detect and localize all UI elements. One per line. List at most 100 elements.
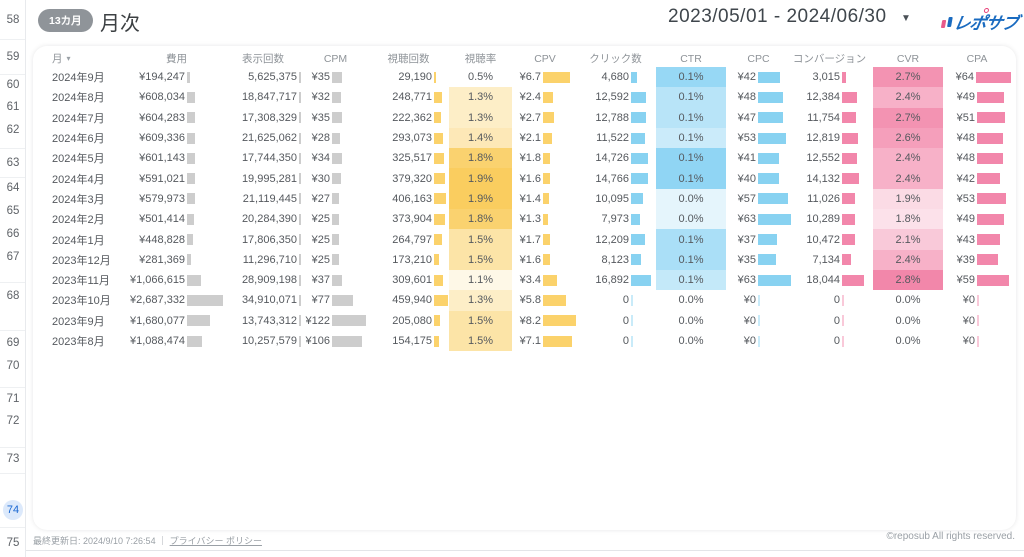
mini-bar-track [541,189,576,209]
cell-value: ¥64 [955,71,974,84]
cell-cost: ¥448,828 [130,229,223,249]
slide-number[interactable]: 72 [6,415,20,427]
cell-value: 34,910,071 [241,294,297,307]
slide-number-active[interactable]: 74 [3,500,23,520]
mini-bar [543,213,549,225]
cell-vr: 1.3% [449,87,512,108]
column-header-cpa[interactable]: CPA [966,52,988,65]
mini-bar-track [330,148,366,168]
privacy-policy-link[interactable]: プライバシー ポリシー [169,536,262,546]
mini-bar-track [185,87,223,107]
mini-bar-track [541,87,576,107]
date-range-picker[interactable]: 2023/05/01 - 2024/06/30 [668,6,887,27]
column-header-ctr[interactable]: CTR [680,52,702,65]
cell-value: ¥5.8 [519,294,541,307]
mini-bar-track [756,331,791,351]
cell-value: 17,308,329 [241,111,297,124]
mini-bar-track [432,67,448,87]
cell-value: ¥1,088,474 [130,335,186,347]
cell-month: 2024年5月 [52,153,105,166]
column-header-cpm[interactable]: CPM [323,52,348,65]
slide-number[interactable]: 65 [6,205,20,217]
cell-value: ¥0 [743,335,756,347]
cell-value: ¥48 [956,152,976,165]
cell-value: ¥35 [311,71,330,84]
cell-vr: 0.5% [467,71,494,84]
cell-value: 248,771 [392,91,432,104]
column-header-month[interactable]: 月 ▾ [52,53,71,65]
cell-ctr: 0.1% [656,67,726,88]
mini-bar-track [756,128,791,148]
mini-bar-track [840,128,864,148]
cell-value: ¥43 [956,233,976,246]
slide-number[interactable]: 69 [6,337,20,349]
cell-conv: 11,754 [791,108,868,128]
slide-number[interactable]: 58 [6,14,20,26]
mini-bar-track [432,87,448,107]
mini-bar [543,152,551,164]
cell-value: ¥35 [311,111,330,124]
cell-views: 406,163 [368,189,449,209]
column-header-conv[interactable]: コンバージョン [792,53,867,65]
cell-value: ¥0 [962,314,976,327]
column-header-cpc[interactable]: CPC [747,52,770,65]
cell-value: 18,044 [806,274,840,287]
mini-bar-track [432,128,448,148]
slide-number[interactable]: 62 [6,124,20,136]
mini-bar-track [840,311,864,331]
column-header-vr[interactable]: 視聴率 [464,53,497,65]
slide-number[interactable]: 59 [6,51,20,63]
cell-cpa: ¥0 [943,290,1011,310]
slide-number[interactable]: 68 [6,290,20,302]
slide-number[interactable]: 70 [6,360,20,372]
slide-number[interactable]: 71 [6,393,20,405]
footer-divider [26,550,1024,551]
cell-cpc: ¥0 [726,290,791,310]
column-header-cost[interactable]: 費用 [166,53,187,65]
cell-value: 12,819 [806,132,840,145]
column-header-clicks[interactable]: クリック数 [589,53,642,65]
cell-views: 248,771 [368,87,449,107]
mini-bar-track [629,87,651,107]
slide-number[interactable]: 61 [6,101,20,113]
slide-number[interactable]: 67 [6,251,20,263]
mini-bar [976,71,1011,83]
slide-number[interactable]: 75 [6,537,20,549]
cell-cpm: ¥77 [303,290,368,310]
cell-value: ¥2.4 [519,91,541,104]
mini-bar-track [629,67,651,87]
rail-divider [0,447,25,448]
mini-bar [332,112,342,124]
slide-number[interactable]: 64 [6,182,20,194]
sort-caret-icon[interactable]: ▾ [66,54,71,63]
cell-clicks: 10,095 [578,189,653,209]
cell-cpc: ¥35 [726,250,791,270]
cell-ctr: 0.0% [656,209,726,230]
footer-separator: ｜ [158,536,168,546]
mini-bar [977,213,1004,225]
slide-number[interactable]: 60 [6,79,20,91]
cell-value: ¥6.7 [519,71,541,84]
cell-value: ¥0 [962,335,976,347]
mini-bar-track [975,311,1011,331]
cell-imp: 11,296,710 [223,250,303,270]
cell-cost: ¥501,414 [130,209,223,229]
mini-bar-track [185,311,223,331]
column-header-cpv[interactable]: CPV [534,52,556,65]
mini-bar [977,294,979,306]
cell-cpv: ¥1.4 [512,189,578,209]
mini-bar [977,335,979,347]
mini-bar [299,173,301,185]
column-header-views[interactable]: 視聴回数 [387,53,430,65]
caret-down-icon[interactable]: ▼ [901,13,911,24]
table-row: 2024年2月 ¥501,414 20,284,390 ¥25 373,904 1.8% ¥… [33,209,1016,230]
column-header-cvr[interactable]: CVR [896,52,920,65]
slide-number[interactable]: 66 [6,228,20,240]
slide-number[interactable]: 73 [6,453,20,465]
column-header-imp[interactable]: 表示回数 [242,53,284,65]
slide-number[interactable]: 63 [6,157,20,169]
cell-value: 19,995,281 [241,172,297,185]
cell-value: 10,095 [595,192,629,205]
footer-meta: 最終更新日: 2024/9/10 7:26:54 ｜ プライバシー ポリシー [33,534,262,547]
cell-cvr: 2.6% [873,127,943,149]
